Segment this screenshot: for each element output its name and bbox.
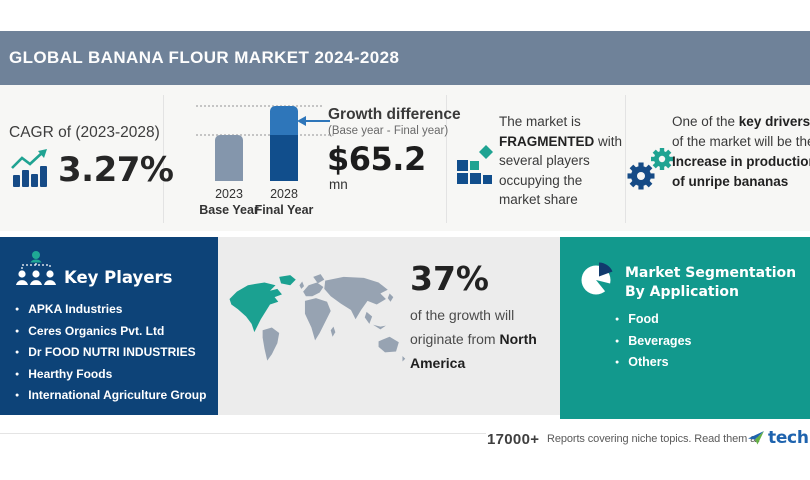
callout-arrow-line	[306, 120, 330, 122]
fragmentation-text: The market is FRAGMENTED with several pl…	[499, 114, 623, 207]
segmentation-title: Market Segmentation By Application	[625, 265, 797, 300]
list-item: Hearthy Foods	[15, 364, 206, 386]
axis-label-base-year: 2023 Base Year	[199, 187, 259, 217]
divider	[0, 433, 486, 434]
list-item: Food	[615, 309, 691, 331]
gridline	[196, 134, 334, 136]
page-title: GLOBAL BANANA FLOUR MARKET 2024-2028	[9, 48, 400, 67]
list-item: APKA Industries	[15, 299, 206, 321]
growth-difference-title: Growth difference	[328, 106, 461, 123]
regional-growth-percentage: 37%	[410, 259, 489, 298]
key-driver-text: One of the key drivers of the market wil…	[672, 112, 810, 192]
key-driver-emphasis: key drivers	[738, 114, 810, 129]
divider	[446, 95, 447, 223]
fragmented-squares-icon	[457, 145, 493, 184]
fragmentation-emphasis: FRAGMENTED	[499, 133, 595, 149]
gears-icon	[627, 148, 673, 190]
list-item: Dr FOOD NUTRI INDUSTRIES	[15, 342, 206, 364]
key-players-list: APKA Industries Ceres Organics Pvt. Ltd …	[15, 299, 206, 407]
cagr-value: 3.27%	[58, 150, 174, 190]
key-players-title: Key Players	[64, 268, 173, 287]
org-chart-icon	[16, 251, 56, 285]
callout-arrow-head-icon	[297, 116, 306, 126]
cagr-label: CAGR of (2023-2028)	[9, 124, 160, 141]
continent-north-america	[229, 275, 296, 333]
paper-plane-icon	[748, 431, 764, 445]
list-item: Others	[615, 352, 691, 374]
report-count: 17000+	[487, 431, 540, 448]
stats-strip	[0, 85, 810, 231]
segmentation-list: Food Beverages Others	[615, 309, 691, 374]
bar-final-year-growth-segment	[270, 106, 298, 135]
list-item: International Agriculture Group	[15, 385, 206, 407]
growth-difference-subtitle: (Base year - Final year)	[328, 125, 449, 137]
key-players-panel: Key Players APKA Industries Ceres Organi…	[0, 237, 218, 415]
brand-wordmark: technavio	[768, 428, 810, 448]
list-item: Beverages	[615, 331, 691, 353]
region-name: North America	[410, 331, 537, 371]
world-map	[229, 274, 406, 362]
divider	[625, 95, 626, 223]
bar-base-year	[215, 135, 243, 181]
technavio-logo: technavio	[747, 428, 810, 448]
key-driver-detail: Increase in production of unripe bananas	[672, 154, 810, 189]
list-item: Ceres Organics Pvt. Ltd	[15, 321, 206, 343]
title-banner: GLOBAL BANANA FLOUR MARKET 2024-2028	[0, 31, 810, 85]
growth-difference-unit: mn	[329, 177, 348, 192]
regional-growth-text: of the growth will originate from North …	[410, 307, 537, 371]
continents-rest-of-world	[262, 274, 406, 362]
footer-text: Reports covering niche topics. Read them…	[547, 433, 760, 445]
growth-bars-icon	[11, 149, 47, 187]
pie-chart-icon	[581, 262, 613, 295]
divider	[163, 95, 164, 223]
regional-growth-panel: 37% of the growth will originate from No…	[218, 237, 560, 415]
segmentation-panel: Market Segmentation By Application Food …	[560, 237, 810, 419]
gridline	[196, 105, 322, 107]
growth-difference-value: $65.2	[327, 140, 426, 178]
axis-label-final-year: 2028 Final Year	[254, 187, 314, 217]
bar-final-year	[270, 135, 298, 181]
